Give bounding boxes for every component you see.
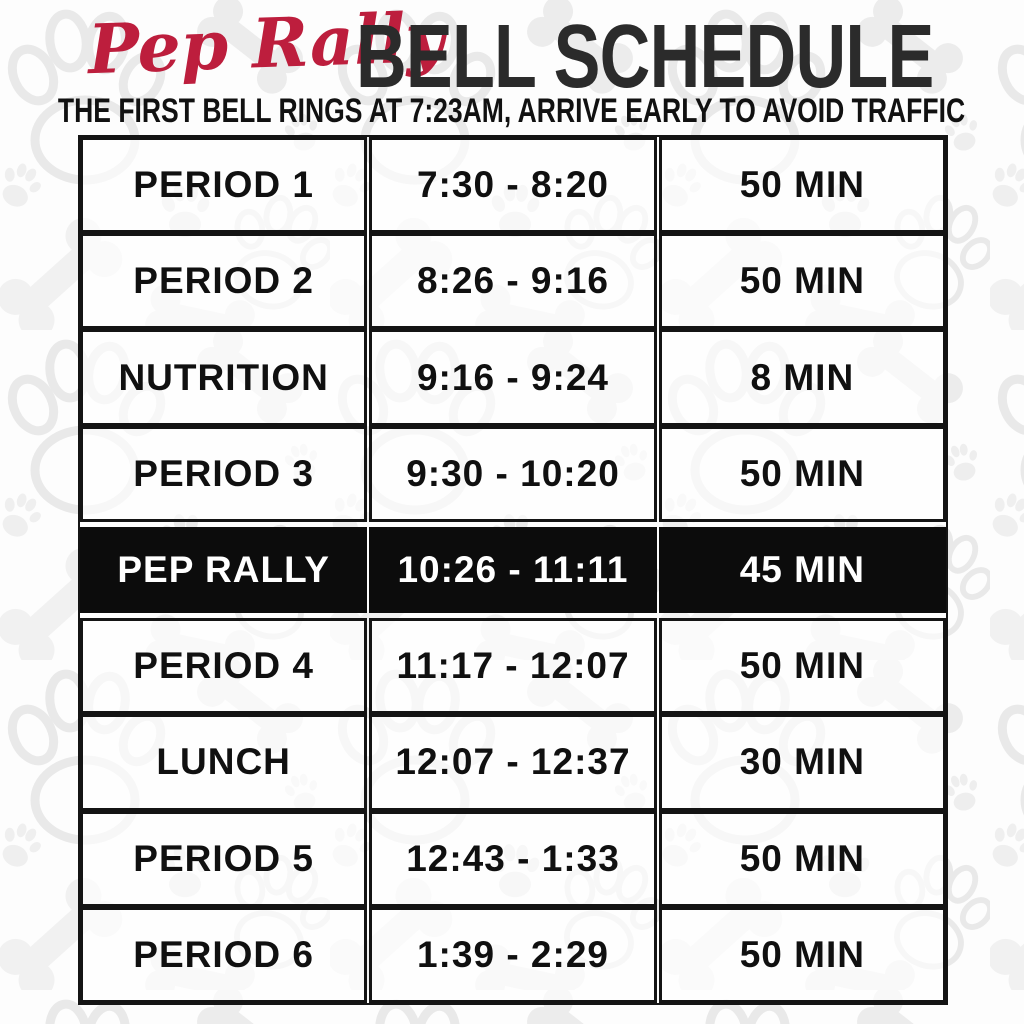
row-5-time-range-cell: 10:26 - 11:11 [369,526,657,614]
row-3-time-range-cell: 9:16 - 9:24 [369,329,657,426]
row-8-duration-cell: 50 MIN [658,810,946,907]
row-6-period-name-cell: PERIOD 4 [80,618,368,715]
row-9-duration-cell: 50 MIN [658,906,946,1003]
row-3-duration-cell: 8 MIN [658,329,946,426]
row-4-duration-cell: 50 MIN [658,425,946,522]
row-1-period-name-cell: PERIOD 1 [80,137,368,234]
row-2-duration-cell: 50 MIN [658,233,946,330]
subtitle: THE FIRST BELL RINGS AT 7:23AM, ARRIVE E… [58,92,966,130]
row-9-time-range-cell: 1:39 - 2:29 [369,906,657,1003]
row-2-period-name-cell: PERIOD 2 [80,233,368,330]
row-9-period-name-cell: PERIOD 6 [80,906,368,1003]
row-7-period-name-cell: LUNCH [80,714,368,811]
row-2-time-range-cell: 8:26 - 9:16 [369,233,657,330]
row-4-period-name-cell: PERIOD 3 [80,425,368,522]
row-5-period-name-cell: PEP RALLY [80,526,368,614]
subtitle-row: THE FIRST BELL RINGS AT 7:23AM, ARRIVE E… [0,92,1024,131]
row-1-time-range-cell: 7:30 - 8:20 [369,137,657,234]
row-8-time-range-cell: 12:43 - 1:33 [369,810,657,907]
bell-schedule-table: PERIOD 1 7:30 - 8:20 50 MIN PERIOD 2 8:26 - … [78,135,948,1005]
row-7-time-range-cell: 12:07 - 12:37 [369,714,657,811]
row-7-duration-cell: 30 MIN [658,714,946,811]
page-title: BELL SCHEDULE [356,7,934,107]
row-6-duration-cell: 50 MIN [658,618,946,715]
row-5-duration-cell: 45 MIN [658,526,946,614]
row-8-period-name-cell: PERIOD 5 [80,810,368,907]
row-1-duration-cell: 50 MIN [658,137,946,234]
row-4-time-range-cell: 9:30 - 10:20 [369,425,657,522]
row-6-time-range-cell: 11:17 - 12:07 [369,618,657,715]
row-3-period-name-cell: NUTRITION [80,329,368,426]
header: Pep Rally BELL SCHEDULE THE FIRST BELL R… [0,0,1024,135]
